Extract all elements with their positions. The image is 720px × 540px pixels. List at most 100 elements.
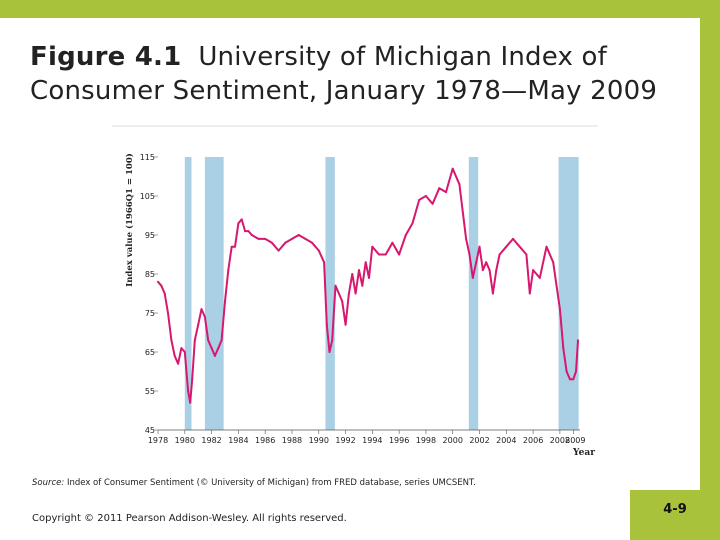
data-point	[481, 269, 484, 272]
page-number: 4-9	[663, 502, 687, 517]
data-point	[317, 249, 320, 252]
data-point	[163, 292, 166, 295]
data-point	[193, 339, 196, 342]
data-point	[347, 292, 350, 295]
x-tick-label: 1982	[201, 436, 221, 445]
data-point	[217, 347, 220, 350]
data-point	[277, 249, 280, 252]
data-point	[341, 300, 344, 303]
source-note: Source: Index of Consumer Sentiment (© U…	[32, 478, 476, 488]
data-point	[562, 347, 565, 350]
data-point	[545, 245, 548, 248]
data-point	[334, 284, 337, 287]
data-point	[234, 245, 237, 248]
data-point	[361, 284, 364, 287]
data-point	[250, 234, 253, 236]
y-tick-label: 55	[145, 387, 155, 396]
source-text: Index of Consumer Sentiment (© Universit…	[66, 478, 476, 488]
data-point	[431, 202, 434, 205]
slide-title: Figure 4.1 University of Michigan Index …	[30, 42, 607, 72]
data-point	[191, 378, 194, 381]
y-tick-label: 115	[140, 153, 155, 162]
recession-band	[468, 157, 479, 430]
x-tick-label: 1978	[148, 436, 168, 445]
figure-label: Figure 4.1	[30, 42, 182, 72]
data-point	[270, 241, 273, 244]
data-point	[157, 280, 159, 283]
data-point	[230, 245, 233, 248]
data-point	[160, 284, 163, 287]
data-point	[240, 218, 243, 221]
data-point	[354, 292, 357, 295]
data-point	[187, 390, 190, 392]
data-point	[391, 241, 394, 244]
x-tick-label: 2000	[443, 436, 463, 445]
data-point	[528, 292, 531, 295]
x-tick-label: 1998	[416, 436, 436, 445]
data-point	[488, 269, 491, 272]
data-point	[498, 253, 501, 256]
data-point	[325, 323, 328, 326]
x-tick-label: 2008	[550, 436, 570, 445]
x-tick-label: 1988	[282, 436, 302, 445]
data-point	[532, 269, 535, 272]
data-point	[170, 339, 173, 342]
data-point	[471, 276, 474, 279]
x-tick-label: 2004	[496, 436, 516, 445]
data-point	[203, 315, 206, 318]
x-tick-label: 1994	[362, 436, 382, 445]
data-point	[478, 245, 481, 248]
data-point	[223, 300, 226, 303]
data-point	[438, 187, 441, 190]
x-tick-label: 2002	[469, 436, 489, 445]
data-point	[378, 253, 381, 256]
data-point	[364, 261, 367, 264]
data-point	[485, 261, 488, 264]
data-point	[257, 237, 260, 240]
x-tick-label: 1980	[175, 436, 195, 445]
x-tick-label: 1996	[389, 436, 409, 445]
data-point	[167, 312, 170, 314]
top-accent-band	[0, 0, 720, 18]
data-point	[210, 347, 213, 350]
data-point	[284, 241, 287, 244]
data-point	[505, 245, 508, 248]
data-point	[328, 351, 331, 353]
data-point	[244, 230, 247, 233]
data-point	[458, 183, 461, 186]
data-point	[237, 222, 240, 225]
sentiment-series-line	[157, 167, 579, 404]
data-point	[574, 370, 577, 373]
data-point	[304, 237, 307, 240]
copyright-notice: Copyright © 2011 Pearson Addison-Wesley.…	[32, 513, 347, 524]
source-label: Source:	[32, 478, 65, 488]
recession-band	[558, 157, 579, 430]
data-point	[290, 237, 293, 240]
data-point	[297, 234, 300, 236]
y-tick-label: 105	[140, 192, 155, 201]
data-point	[264, 237, 267, 240]
sentiment-line-chart: 45 55 65 75 85 95 105 115 1978 1980 1982 1984 1986 1…	[112, 125, 598, 458]
data-point	[398, 253, 401, 256]
x-tick-label: 1984	[228, 436, 248, 445]
recession-band	[204, 157, 224, 430]
page-number-box: 4-9	[630, 490, 720, 540]
data-point	[213, 354, 216, 357]
data-point	[220, 339, 223, 342]
right-accent-band	[700, 0, 720, 540]
data-point	[384, 253, 387, 256]
data-point	[465, 237, 468, 240]
data-point	[495, 269, 498, 272]
data-point	[311, 241, 314, 244]
data-point	[189, 401, 192, 404]
data-point	[368, 276, 370, 279]
data-point	[525, 253, 528, 256]
x-tick-label: 1986	[255, 436, 275, 445]
recession-band	[325, 157, 335, 430]
y-tick-label: 45	[145, 426, 155, 435]
data-point	[197, 323, 200, 326]
data-point	[200, 308, 203, 311]
data-point	[445, 191, 448, 194]
y-axis-label: Index value (1966Q1 = 100)	[124, 153, 135, 287]
y-tick-label: 95	[145, 231, 155, 240]
